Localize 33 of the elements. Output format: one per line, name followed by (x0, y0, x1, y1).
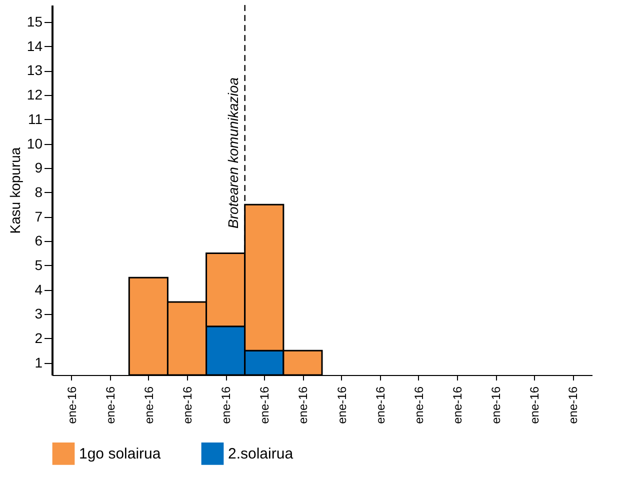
y-tick-label: 9 (34, 160, 43, 176)
y-tick-label: 3 (34, 306, 43, 322)
y-tick-label: 10 (26, 135, 43, 152)
x-tick-label: ene-16 (258, 386, 272, 424)
legend-label: 2.solairua (228, 446, 294, 463)
y-tick-label: 6 (34, 232, 43, 249)
x-tick-label: ene-16 (180, 386, 194, 424)
x-tick-label: ene-16 (64, 386, 79, 424)
annotation: Brotearen komunikazioa (224, 77, 241, 228)
y-tick-label: 1 (34, 354, 43, 370)
y-tick-label: 7 (34, 208, 43, 224)
x-tick-label: ene-16 (528, 386, 542, 424)
y-tick-label: 15 (26, 14, 43, 30)
y-tick-label: 13 (26, 62, 43, 78)
x-tick-label: ene-16 (412, 386, 426, 424)
x-tick-label: ene-16 (219, 386, 234, 424)
y-tick-label: 11 (28, 110, 43, 127)
x-tick-label: ene-16 (142, 386, 156, 424)
x-tick-label: ene-16 (296, 386, 310, 424)
y-tick-label: 2 (34, 330, 43, 346)
legend-label: 1go solairua (79, 446, 162, 463)
y-tick-label: 8 (34, 184, 43, 200)
y-tick-label: 5 (34, 256, 43, 273)
y-axis-title: Kasu kopurua (6, 147, 23, 234)
x-tick-label: ene-16 (566, 386, 580, 424)
x-tick-label: ene-16 (450, 386, 464, 424)
y-tick-label: 12 (26, 86, 43, 103)
x-tick-label: ene-16 (103, 386, 118, 424)
y-tick-label: 4 (34, 281, 43, 298)
x-tick-label: ene-16 (334, 386, 349, 424)
x-tick-label: ene-16 (489, 386, 504, 424)
x-tick-label: ene-16 (373, 386, 388, 424)
y-tick-label: 14 (26, 38, 43, 54)
